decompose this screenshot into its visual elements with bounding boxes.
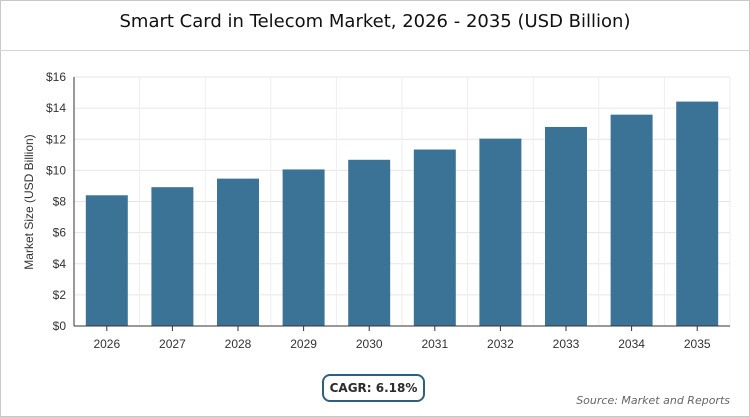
x-tick-label: 2027: [159, 337, 186, 351]
bar-2030: [348, 159, 391, 326]
x-tick-label: 2034: [618, 337, 645, 351]
bar-2035: [676, 101, 719, 327]
x-tick-label: 2033: [553, 337, 580, 351]
title-divider: [0, 50, 750, 51]
bar-2028: [217, 178, 259, 326]
x-tick-label: 2035: [684, 337, 711, 351]
y-tick-label: $8: [53, 195, 67, 209]
y-tick-label: $0: [53, 319, 67, 333]
bar-2031: [413, 149, 456, 326]
y-tick-labels: $0 $2 $4 $6 $8 $10 $12 $14 $16: [46, 70, 66, 333]
y-axis-label: Market Size (USD Billion): [22, 134, 36, 269]
chart-title: Smart Card in Telecom Market, 2026 - 203…: [119, 11, 631, 32]
x-tick-label: 2026: [93, 337, 120, 351]
y-tick-label: $16: [46, 70, 66, 84]
bar-2033: [545, 126, 587, 326]
y-tick-label: $6: [53, 226, 67, 240]
bar-2029: [282, 169, 325, 326]
source-note: Source: Market and Reports: [576, 394, 730, 407]
x-tick-label: 2029: [290, 337, 317, 351]
bar-2032: [479, 138, 522, 326]
x-tick-labels: 2026 2027 2028 2029 2030 2031 2032 2033 2034 2035: [93, 337, 710, 351]
x-tick-label: 2032: [487, 337, 514, 351]
y-tick-label: $14: [46, 101, 66, 115]
bar-2027: [151, 187, 194, 326]
y-tick-label: $12: [46, 132, 66, 146]
x-tick-label: 2028: [225, 337, 252, 351]
bars: [85, 101, 719, 327]
bar-2034: [610, 114, 653, 326]
y-tick-label: $2: [53, 288, 67, 302]
bar-2026: [85, 195, 128, 326]
x-tick-label: 2031: [421, 337, 448, 351]
y-tick-label: $10: [46, 163, 66, 177]
axes: [73, 77, 730, 331]
y-tick-label: $4: [53, 257, 67, 271]
x-tick-label: 2030: [356, 337, 383, 351]
cagr-badge: CAGR: 6.18%: [322, 374, 425, 402]
